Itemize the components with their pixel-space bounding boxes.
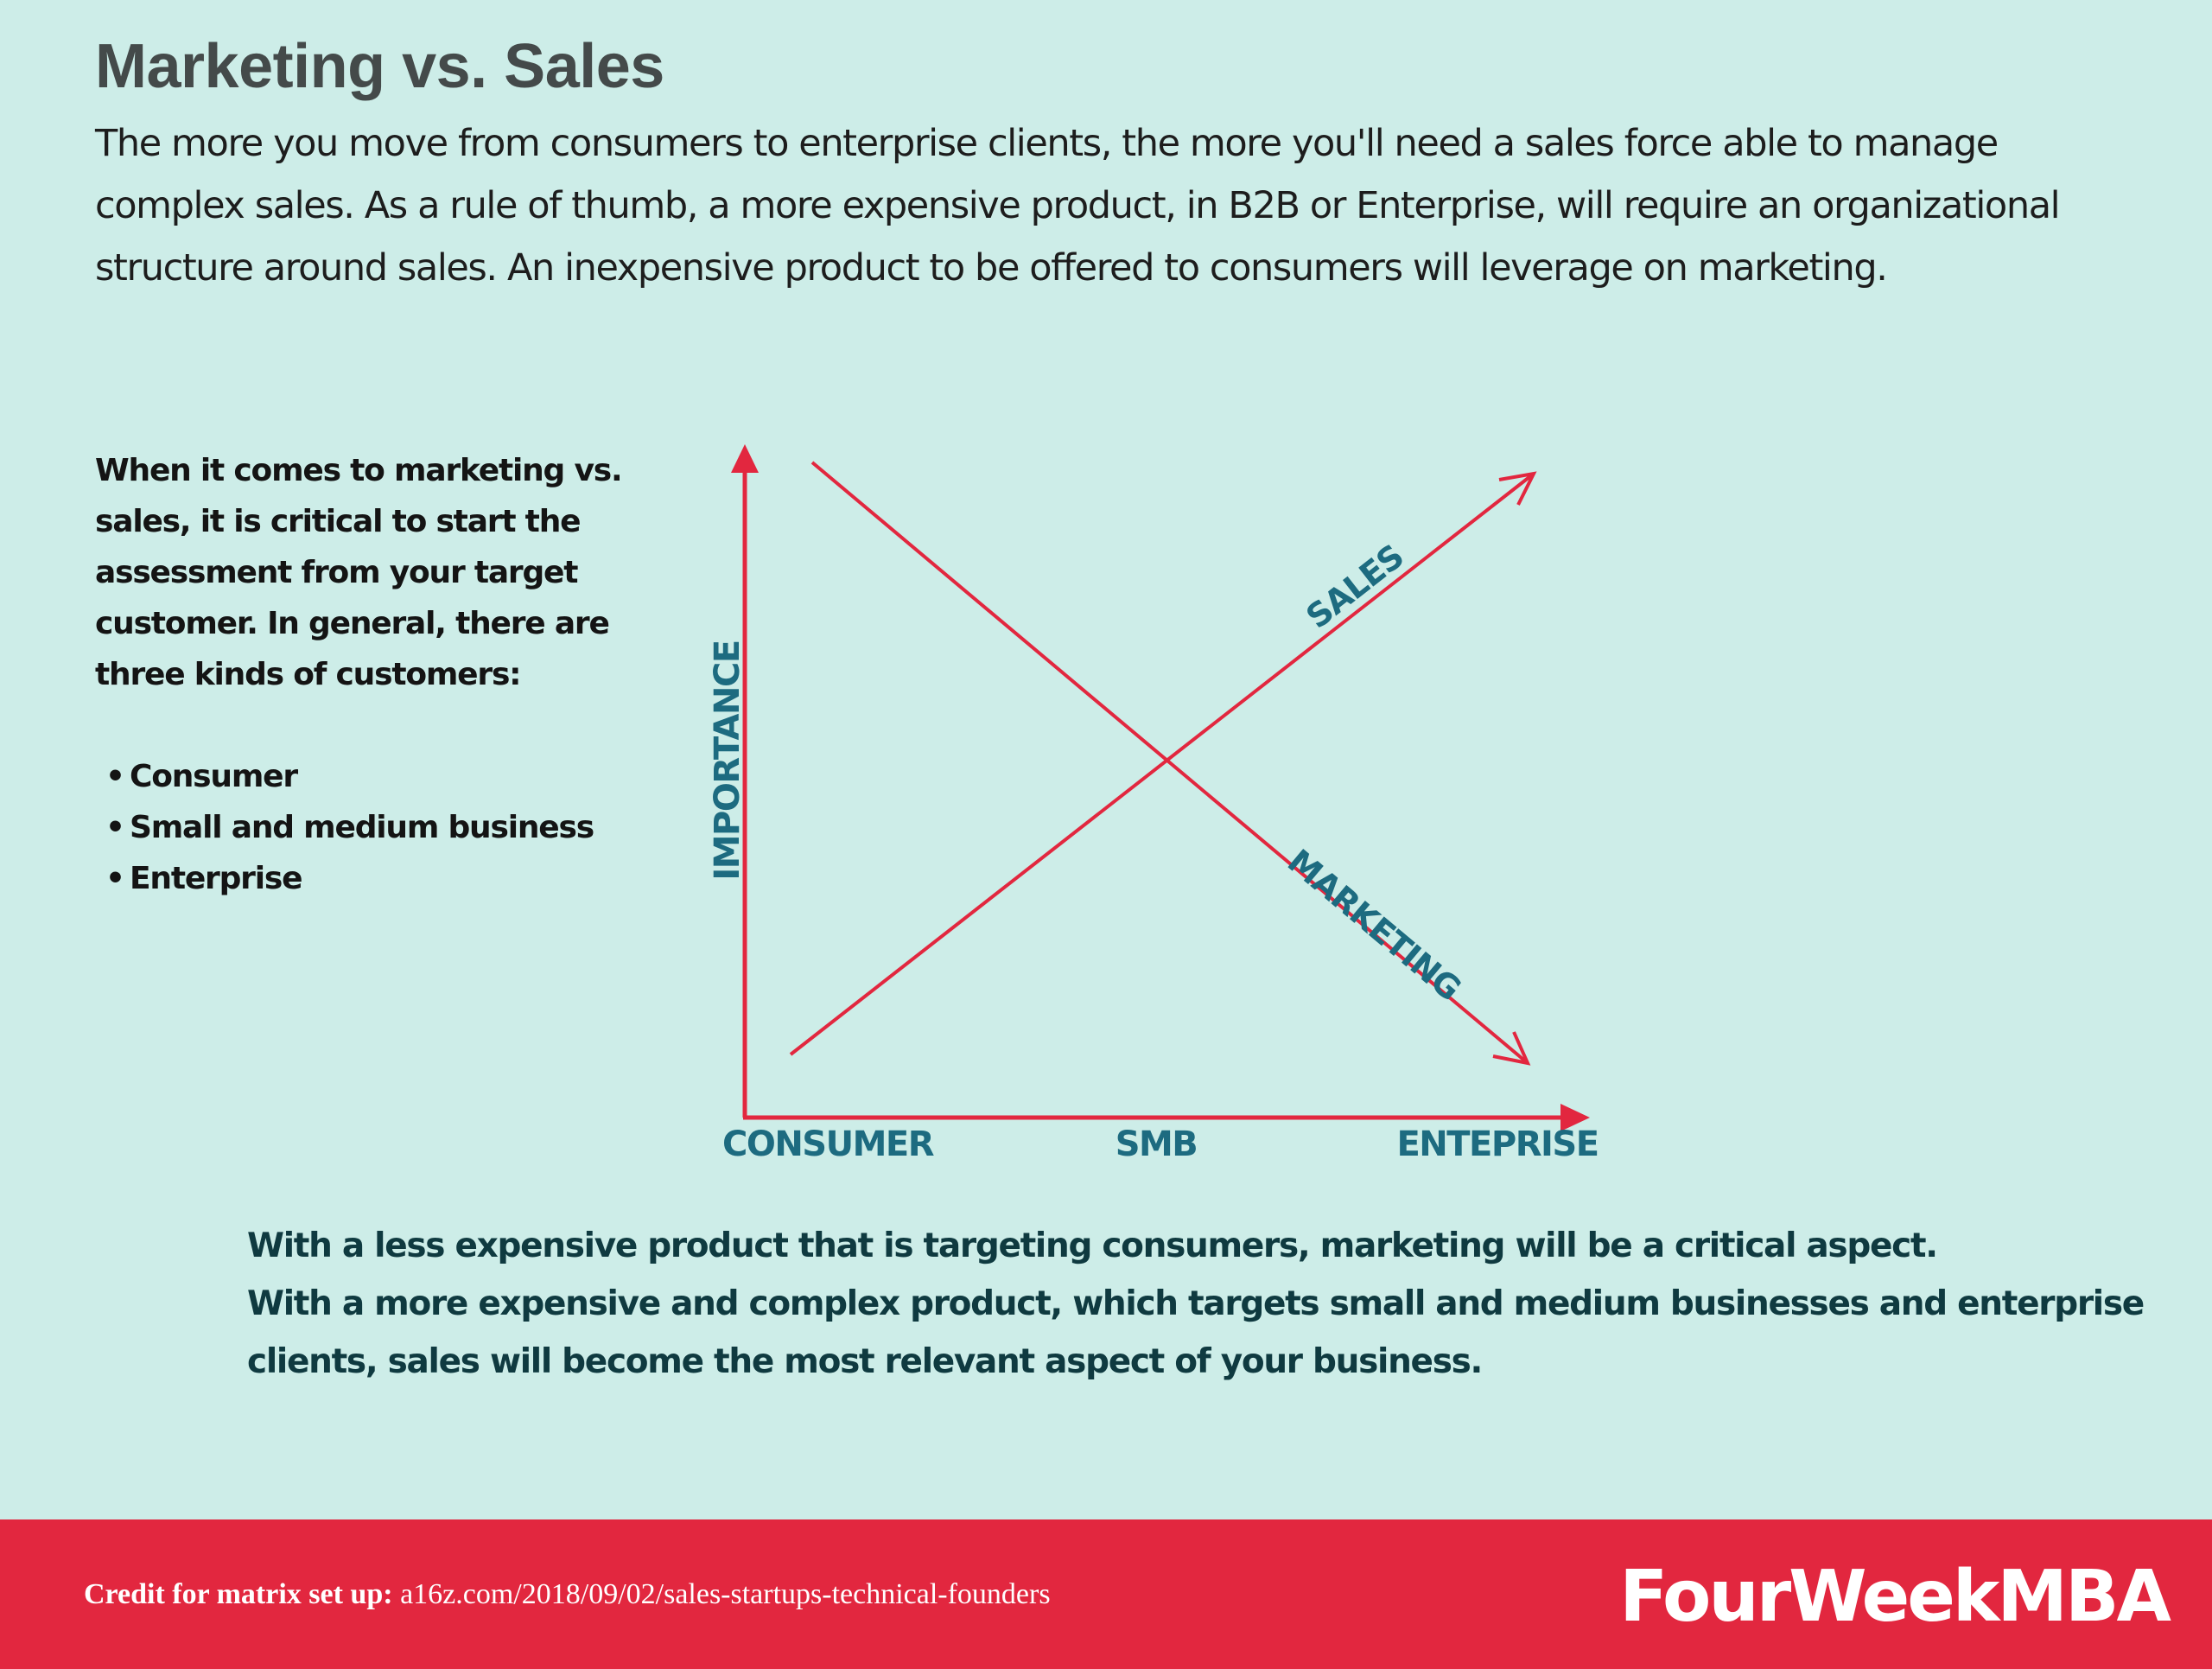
y-axis-label: IMPORTANCE [708, 640, 747, 880]
sales-arrowhead [1498, 471, 1537, 506]
intro-paragraph: The more you move from consumers to ente… [95, 122, 2061, 290]
x-axis-label-consumer: CONSUMER [722, 1124, 934, 1164]
list-item: • Small and medium business [95, 802, 648, 853]
bullet-icon: • [105, 810, 125, 845]
sales-line [789, 472, 1535, 1056]
page-title: Marketing vs. Sales [95, 32, 664, 101]
diagram-lines [789, 461, 1537, 1066]
marketing-sales-diagram: IMPORTANCE CONSUMER SMB ENTEPRISE SALES … [708, 444, 1599, 1164]
customer-types-text: When it comes to marketing vs. sales, it… [95, 453, 623, 692]
diagram-labels: IMPORTANCE CONSUMER SMB ENTEPRISE SALES … [708, 538, 1599, 1164]
customer-types-list: • Consumer • Small and medium business • En… [95, 751, 648, 904]
x-axis-arrowhead [1560, 1104, 1590, 1131]
list-item-label: Consumer [130, 759, 298, 794]
credit-link[interactable]: a16z.com/2018/09/02/sales-startups-techn… [400, 1578, 1051, 1610]
sales-line-label: SALES [1299, 538, 1410, 636]
bullet-icon: • [105, 759, 125, 794]
credit-label: Credit for matrix set up: [84, 1578, 393, 1610]
x-axis-label-smb: SMB [1116, 1124, 1198, 1164]
footer-bar [0, 1519, 2212, 1669]
x-axis-label-enterprise: ENTEPRISE [1396, 1124, 1598, 1164]
customer-types-panel: When it comes to marketing vs. sales, it… [95, 445, 648, 904]
conclusion-text: With a less expensive product that is ta… [247, 1217, 2174, 1391]
list-item-label: Small and medium business [130, 810, 594, 845]
conclusion-line-consumers: With a less expensive product that is ta… [247, 1226, 1938, 1265]
y-axis-arrowhead [731, 444, 759, 473]
list-item: • Enterprise [95, 853, 648, 904]
credit-line: Credit for matrix set up: a16z.com/2018/… [84, 1578, 1051, 1611]
bullet-icon: • [105, 861, 125, 896]
list-item-label: Enterprise [130, 861, 303, 896]
list-item: • Consumer [95, 751, 648, 802]
marketing-arrowhead [1492, 1031, 1531, 1066]
marketing-line-label: MARKETING [1281, 842, 1468, 1008]
brand-logo: FourWeekMBA [1619, 1556, 2171, 1638]
conclusion-line-business: With a more expensive and complex produc… [247, 1284, 2145, 1381]
marketing-line [810, 461, 1529, 1065]
diagram-axes [731, 444, 1590, 1131]
